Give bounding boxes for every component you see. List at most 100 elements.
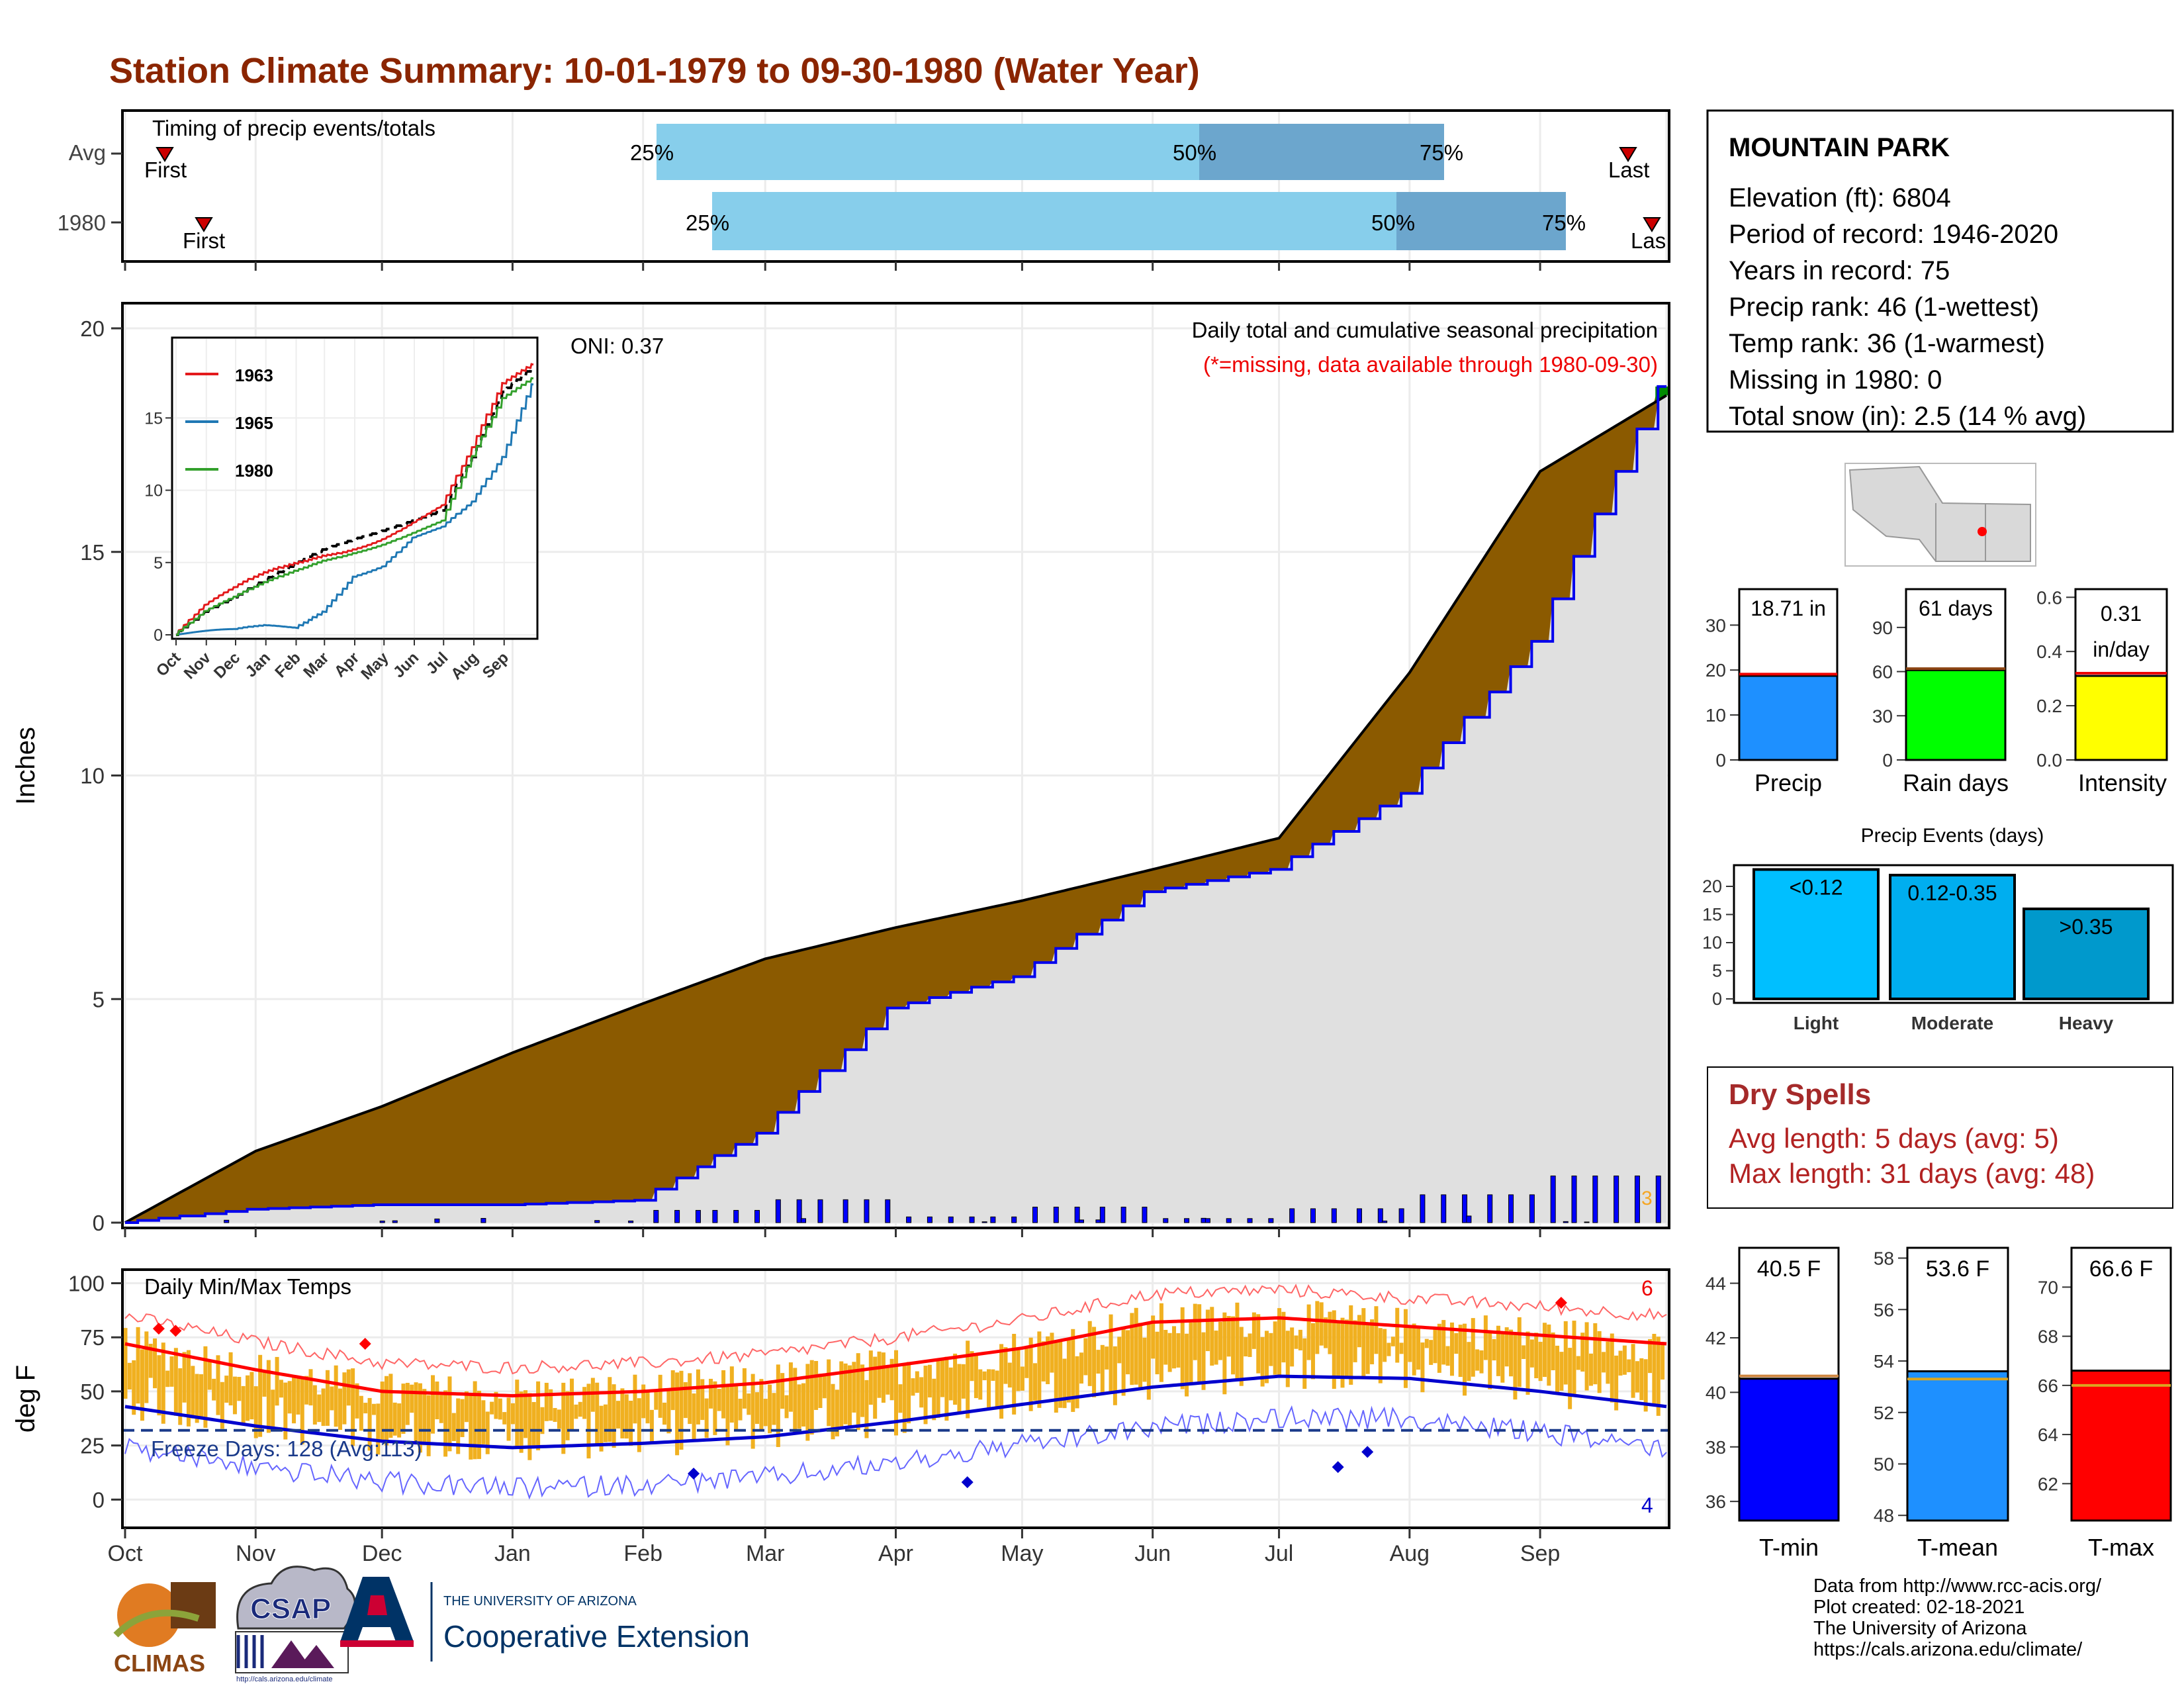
daily-temp-range — [157, 1355, 161, 1416]
intensity-unit: in/day — [2093, 637, 2149, 661]
daily-temp-range — [144, 1331, 149, 1403]
inset-ytick-label: 5 — [154, 554, 163, 573]
daily-temp-range — [1121, 1329, 1126, 1396]
precip-missing-note: (*=missing, data available through 1980-… — [1203, 352, 1658, 377]
timing-1980-p75: 75% — [1542, 211, 1586, 235]
locator-map — [1844, 463, 2036, 567]
daily-temp-range — [1627, 1359, 1631, 1372]
daily-temp-range — [1614, 1355, 1619, 1411]
daily-precip-bar — [775, 1199, 781, 1223]
daily-temp-range — [978, 1369, 983, 1400]
dry-spells-box: Dry Spells Avg length: 5 days (avg: 5) M… — [1707, 1066, 2173, 1209]
daily-temp-range — [1639, 1358, 1644, 1401]
daily-temp-range — [1185, 1333, 1189, 1397]
daily-temp-range — [927, 1364, 932, 1398]
temp-ytick-label: 0 — [93, 1487, 105, 1512]
daily-precip-bar — [817, 1199, 823, 1223]
daily-temp-range — [1610, 1333, 1614, 1403]
daily-precip-bar — [801, 1218, 807, 1223]
intensity-bar — [2074, 675, 2168, 761]
daily-temp-range — [1281, 1311, 1286, 1363]
daily-temp-range — [1071, 1329, 1075, 1412]
daily-precip-bar — [1356, 1208, 1362, 1223]
tmean-caption: T-mean — [1917, 1534, 1998, 1561]
dry-spells-avg: Avg length: 5 days (avg: 5) — [1729, 1123, 2059, 1154]
mini-ytick-label: 20 — [1706, 660, 1726, 680]
station-line: Temp rank: 36 (1-warmest) — [1729, 329, 2045, 358]
daily-precip-bar — [1508, 1194, 1514, 1223]
daily-temp-range — [1559, 1352, 1564, 1391]
timing-1980-first: First — [183, 228, 225, 253]
daily-temp-range — [1041, 1341, 1046, 1382]
daily-temp-range — [768, 1384, 772, 1434]
daily-temp-range — [195, 1374, 199, 1423]
daily-temp-range — [1277, 1308, 1282, 1378]
daily-temp-range — [940, 1359, 944, 1397]
daily-temp-range — [923, 1366, 928, 1425]
climas-wordmark: CLIMAS — [114, 1650, 205, 1677]
daily-temp-range — [907, 1362, 911, 1424]
daily-temp-range — [456, 1398, 461, 1454]
daily-precip-bar — [1614, 1175, 1619, 1223]
daily-temp-range — [1226, 1316, 1231, 1357]
daily-temp-range — [426, 1395, 431, 1456]
mini-ytick-label: 0.4 — [2036, 641, 2062, 662]
daily-temp-range — [620, 1388, 625, 1438]
station-line: Period of record: 1946-2020 — [1729, 220, 2058, 249]
daily-temp-range — [1155, 1331, 1160, 1375]
daily-temp-range — [1146, 1324, 1151, 1400]
daily-temp-range — [641, 1384, 646, 1419]
daily-temp-range — [696, 1369, 700, 1425]
precip-events-title: Precip Events (days) — [1861, 825, 2044, 847]
daily-temp-range — [1151, 1315, 1156, 1359]
inset-legend-1963: 1963 — [235, 365, 273, 385]
station-line: Total snow (in): 2.5 (14 % avg) — [1729, 402, 2086, 431]
daily-temp-range — [1538, 1342, 1543, 1382]
daily-precip-bar — [1592, 1175, 1598, 1223]
daily-temp-range — [1294, 1335, 1298, 1349]
daily-temp-range — [1390, 1336, 1395, 1346]
daily-temp-range — [169, 1356, 174, 1387]
daily-temp-range — [1602, 1352, 1606, 1373]
daily-temp-range — [814, 1360, 819, 1410]
daily-temp-range — [751, 1374, 755, 1449]
station-line: Missing in 1980: 0 — [1729, 365, 1942, 395]
record-high-line — [124, 1284, 1667, 1375]
daily-temp-range — [801, 1383, 806, 1427]
daily-temp-range — [300, 1376, 304, 1444]
daily-temp-range — [283, 1382, 288, 1440]
daily-temp-range — [1618, 1350, 1623, 1376]
daily-temp-range — [510, 1403, 515, 1425]
temp-bar-tmax: 62 64 66 68 70 66.6 F T-max — [2038, 1246, 2172, 1561]
daily-temp-range — [258, 1354, 263, 1437]
daily-temp-range — [1315, 1301, 1320, 1354]
month-tick-label: Dec — [362, 1541, 402, 1566]
station-info-box: MOUNTAIN PARK Elevation (ft): 6804 Perio… — [1706, 109, 2174, 433]
temp-ytick-label: 75 — [80, 1325, 105, 1350]
daily-temp-range — [1353, 1320, 1357, 1362]
daily-temp-range — [148, 1343, 153, 1378]
daily-temp-range — [246, 1375, 250, 1421]
daily-precip-bar — [1382, 1220, 1388, 1223]
precip-ytick-label: 15 — [80, 540, 105, 565]
daily-precip-bar — [1563, 1221, 1569, 1223]
daily-temp-range — [574, 1404, 578, 1419]
daily-temp-range — [991, 1369, 995, 1381]
precip-total-caption: Precip — [1754, 769, 1822, 796]
daily-temp-range — [1050, 1333, 1054, 1373]
daily-temp-range — [376, 1403, 381, 1455]
daily-temp-range — [1290, 1327, 1295, 1367]
daily-temp-range — [531, 1401, 536, 1446]
cumulative-deficit-area — [125, 386, 1666, 1223]
daily-temp-range — [1584, 1322, 1589, 1391]
daily-temp-range — [1483, 1315, 1488, 1360]
daily-temp-range — [140, 1349, 144, 1421]
daily-temp-range — [469, 1393, 473, 1460]
daily-temp-range — [1109, 1314, 1113, 1394]
daily-temp-range — [1264, 1331, 1269, 1383]
daily-temp-range — [831, 1383, 835, 1440]
daily-temp-range — [287, 1381, 292, 1414]
daily-precip-bar — [480, 1218, 486, 1223]
daily-temp-range — [431, 1375, 435, 1434]
